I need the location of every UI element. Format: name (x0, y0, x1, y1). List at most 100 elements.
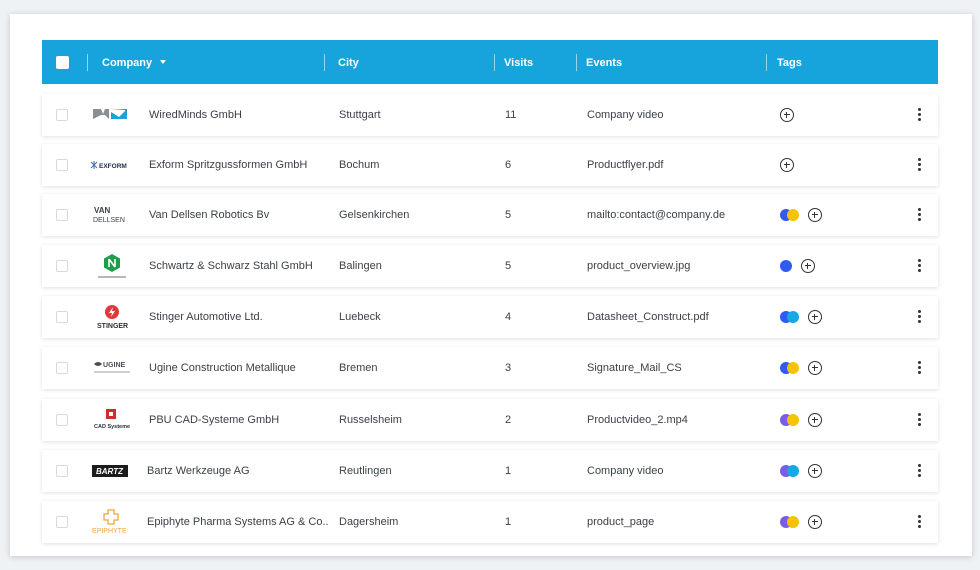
tag-yellow-dot[interactable] (787, 516, 799, 528)
events-column-header[interactable]: Events (586, 57, 623, 69)
event: Productvideo_2.mp4 (587, 414, 688, 426)
table-row[interactable]: CAD Systeme PBU CAD-Systeme GmbH Russels… (42, 399, 938, 441)
companies-table: Company City Visits Events Tags WiredMin… (42, 40, 938, 543)
more-options-icon[interactable] (918, 464, 922, 478)
add-tag-icon[interactable] (808, 413, 822, 427)
more-options-icon[interactable] (918, 310, 922, 324)
more-options-icon[interactable] (918, 208, 922, 222)
company-name[interactable]: Van Dellsen Robotics Bv (149, 209, 270, 221)
select-all-checkbox[interactable] (56, 56, 69, 69)
event: Company video (587, 465, 664, 477)
company-name[interactable]: WiredMinds GmbH (149, 109, 242, 121)
more-options-icon[interactable] (918, 413, 922, 427)
row-checkbox[interactable] (56, 109, 68, 121)
header-divider (766, 54, 767, 71)
more-options-icon[interactable] (918, 158, 922, 172)
tag-yellow-dot[interactable] (787, 414, 799, 426)
visits: 1 (505, 465, 512, 477)
epiphyte-logo-text: EPIPHYTE (92, 528, 127, 535)
city: Bochum (339, 159, 380, 171)
company-header-label: Company (102, 57, 153, 69)
more-options-icon[interactable] (918, 515, 922, 529)
city: Reutlingen (339, 465, 392, 477)
add-tag-icon[interactable] (808, 208, 822, 222)
tag-cyan-dot[interactable] (787, 465, 799, 477)
more-options-icon[interactable] (918, 259, 922, 273)
row-checkbox[interactable] (56, 209, 68, 221)
company-column-header[interactable]: Company (102, 40, 167, 84)
table-header: Company City Visits Events Tags (42, 40, 938, 84)
add-tag-icon[interactable] (808, 310, 822, 324)
company-name[interactable]: Bartz Werkzeuge AG (147, 465, 250, 477)
event: product_page (587, 516, 655, 528)
visits-column-header[interactable]: Visits (504, 57, 534, 69)
add-tag-icon[interactable] (780, 108, 794, 122)
table-row[interactable]: WiredMinds GmbH Stuttgart 11 Company vid… (42, 94, 938, 136)
event: Productflyer.pdf (587, 159, 664, 171)
bartz-logo-icon: BARTZ (92, 465, 128, 477)
header-divider (576, 54, 577, 71)
add-tag-icon[interactable] (808, 515, 822, 529)
city: Gelsenkirchen (339, 209, 410, 221)
row-checkbox[interactable] (56, 362, 68, 374)
company-name[interactable]: Ugine Construction Metallique (149, 362, 296, 374)
company-name[interactable]: Epiphyte Pharma Systems AG & Co.. (147, 516, 329, 528)
add-tag-icon[interactable] (780, 158, 794, 172)
city: Stuttgart (339, 109, 381, 121)
table-row[interactable]: EXFORM Exform Spritzgussformen GmbH Boch… (42, 144, 938, 186)
tag-yellow-dot[interactable] (787, 209, 799, 221)
add-tag-icon[interactable] (801, 259, 815, 273)
row-checkbox[interactable] (56, 414, 68, 426)
row-checkbox[interactable] (56, 260, 68, 272)
city: Dagersheim (339, 516, 399, 528)
table-row[interactable]: VAN DELLSEN Van Dellsen Robotics Bv Gels… (42, 194, 938, 236)
visits: 1 (505, 516, 512, 528)
visits: 3 (505, 362, 512, 374)
visits: 6 (505, 159, 512, 171)
visits: 11 (505, 109, 517, 121)
visits: 2 (505, 414, 512, 426)
exform-logo-icon: EXFORM (90, 161, 127, 170)
tags-column-header[interactable]: Tags (777, 57, 802, 69)
header-divider (87, 54, 88, 71)
row-checkbox[interactable] (56, 516, 68, 528)
city-column-header[interactable]: City (338, 57, 359, 69)
add-tag-icon[interactable] (808, 464, 822, 478)
header-divider (324, 54, 325, 71)
table-row[interactable]: UGINE Ugine Construction Metallique Brem… (42, 347, 938, 389)
cad-logo-icon: CAD Systeme (94, 409, 130, 430)
event: Company video (587, 109, 664, 121)
tag-yellow-dot[interactable] (787, 362, 799, 374)
event: product_overview.jpg (587, 260, 691, 272)
table-row[interactable]: BARTZ Bartz Werkzeuge AG Reutlingen 1 Co… (42, 450, 938, 492)
stinger-logo-text: STINGER (97, 323, 128, 330)
more-options-icon[interactable] (918, 361, 922, 375)
visits: 5 (505, 209, 512, 221)
table-row[interactable]: STINGER Stinger Automotive Ltd. Luebeck … (42, 296, 938, 338)
event: Signature_Mail_CS (587, 362, 682, 374)
tag-blue-dot[interactable] (780, 260, 792, 272)
company-name[interactable]: Schwartz & Schwarz Stahl GmbH (149, 260, 313, 272)
row-checkbox[interactable] (56, 159, 68, 171)
ugine-logo-text: UGINE (103, 362, 126, 369)
city: Balingen (339, 260, 382, 272)
row-checkbox[interactable] (56, 311, 68, 323)
table-row[interactable]: EPIPHYTE Epiphyte Pharma Systems AG & Co… (42, 501, 938, 543)
event: mailto:contact@company.de (587, 209, 726, 221)
tag-cyan-dot[interactable] (787, 311, 799, 323)
header-divider (494, 54, 495, 71)
ugine-logo-icon: UGINE (94, 362, 130, 373)
vandellsen-logo-icon: VAN DELLSEN (93, 206, 125, 224)
company-name[interactable]: Exform Spritzgussformen GmbH (149, 159, 308, 171)
svg-text:DELLSEN: DELLSEN (93, 217, 125, 224)
company-name[interactable]: Stinger Automotive Ltd. (149, 311, 263, 323)
city: Bremen (339, 362, 378, 374)
add-tag-icon[interactable] (808, 361, 822, 375)
sort-caret-icon[interactable] (160, 60, 167, 64)
table-row[interactable]: Schwartz & Schwarz Stahl GmbH Balingen 5… (42, 245, 938, 287)
more-options-icon[interactable] (918, 108, 922, 122)
row-checkbox[interactable] (56, 465, 68, 477)
wiredminds-logo-icon (93, 109, 127, 119)
visits: 5 (505, 260, 512, 272)
company-name[interactable]: PBU CAD-Systeme GmbH (149, 414, 280, 426)
